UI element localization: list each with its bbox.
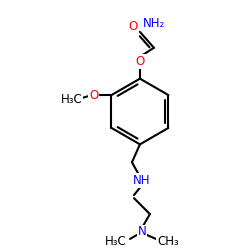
Text: NH₂: NH₂ xyxy=(143,18,165,30)
Text: O: O xyxy=(89,88,98,102)
Text: NH: NH xyxy=(133,174,151,187)
Text: H₃C: H₃C xyxy=(105,236,127,248)
Text: O: O xyxy=(135,55,144,68)
Text: O: O xyxy=(128,20,138,34)
Text: H₃C: H₃C xyxy=(61,92,82,106)
Text: N: N xyxy=(138,226,146,238)
Text: CH₃: CH₃ xyxy=(157,236,179,248)
